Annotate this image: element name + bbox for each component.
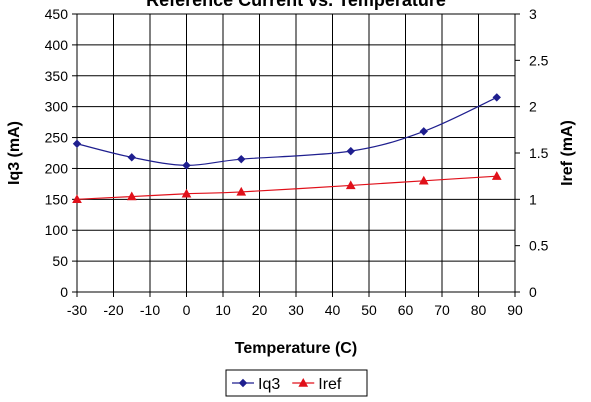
x-tick-label: 70 <box>434 302 450 318</box>
legend-label-iref: Iref <box>318 376 342 393</box>
series-iref <box>72 171 502 204</box>
left-y-tick-label: 50 <box>52 253 68 269</box>
legend-label-iq3: Iq3 <box>258 376 280 393</box>
x-tick-label: 20 <box>252 302 268 318</box>
data-point-iref <box>126 191 137 201</box>
right-y-tick-label: 0 <box>529 284 537 300</box>
x-axis-title: Temperature (C) <box>235 340 357 357</box>
left-y-axis-title: Iq3 (mA) <box>6 121 23 185</box>
left-y-tick-label: 200 <box>45 160 69 176</box>
x-tick-label: -10 <box>140 302 160 318</box>
data-point-iref <box>181 188 192 198</box>
grid <box>76 13 516 293</box>
left-y-tick-label: 0 <box>60 284 68 300</box>
right-y-tick-label: 3 <box>529 6 537 22</box>
left-y-tick-label: 150 <box>45 191 69 207</box>
x-axis-ticks: -30 -20 -10 0 10 20 30 40 50 60 70 80 90 <box>67 292 523 318</box>
data-point-iref <box>345 180 356 190</box>
x-tick-label: 80 <box>471 302 487 318</box>
legend-marker-iq3 <box>238 378 248 388</box>
left-y-axis-ticks: 0 50 100 150 200 250 300 350 400 450 <box>45 6 77 300</box>
x-tick-label: 0 <box>183 302 191 318</box>
x-tick-label: 30 <box>288 302 304 318</box>
right-y-tick-label: 2 <box>529 99 537 115</box>
left-y-tick-label: 100 <box>45 222 69 238</box>
x-tick-label: 40 <box>325 302 341 318</box>
chart-title: Reference Current vs. Temperature <box>146 0 446 10</box>
x-tick-label: -20 <box>103 302 123 318</box>
x-tick-label: 60 <box>398 302 414 318</box>
data-point-iref <box>236 186 247 196</box>
series-layer <box>72 93 502 204</box>
data-point-iq3 <box>492 93 501 102</box>
x-tick-label: 50 <box>361 302 377 318</box>
legend: Iq3 Iref <box>225 369 368 397</box>
data-point-iq3 <box>419 127 428 136</box>
series-line-iq3 <box>76 96 498 166</box>
legend-marker-iref <box>298 377 309 387</box>
data-point-iq3 <box>346 146 355 156</box>
left-y-tick-label: 450 <box>45 6 69 22</box>
x-tick-label: -30 <box>67 302 87 318</box>
left-y-tick-label: 250 <box>45 130 69 146</box>
series-iq3 <box>72 93 501 170</box>
left-y-tick-label: 400 <box>45 37 69 53</box>
data-point-iq3 <box>127 153 136 162</box>
right-y-tick-label: 0.5 <box>529 238 549 254</box>
right-y-axis-title: Iref (mA) <box>559 120 576 186</box>
x-tick-label: 90 <box>507 302 523 318</box>
data-point-iref <box>491 171 502 180</box>
data-point-iref <box>72 194 82 204</box>
left-y-tick-label: 350 <box>45 68 69 84</box>
left-y-tick-label: 300 <box>45 99 69 115</box>
data-point-iq3 <box>237 154 246 164</box>
x-tick-label: 10 <box>215 302 231 318</box>
series-line-iref <box>76 175 497 200</box>
right-y-axis-ticks: 0 0.5 1 1.5 2 2.5 3 <box>515 6 549 300</box>
data-point-iq3 <box>182 161 191 170</box>
data-point-iq3 <box>72 139 82 148</box>
right-y-tick-label: 1 <box>529 191 537 207</box>
right-y-tick-label: 2.5 <box>529 52 549 68</box>
data-point-iref <box>418 175 429 185</box>
right-y-tick-label: 1.5 <box>529 145 549 161</box>
